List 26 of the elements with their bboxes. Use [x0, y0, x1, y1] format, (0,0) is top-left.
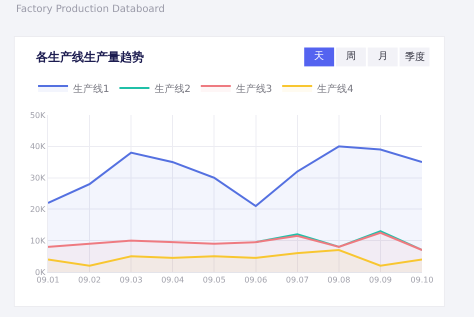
chart-subtitle: Factory Production Databoard — [16, 4, 165, 15]
legend-label: 生产线1 — [73, 82, 110, 95]
x-tick-label: 09.01 — [36, 276, 60, 285]
x-tick-label: 09.09 — [368, 276, 392, 285]
text: 周 — [346, 51, 356, 62]
x-tick-label: 09.07 — [286, 276, 309, 285]
x-tick-label: 09.06 — [244, 276, 268, 285]
y-tick-label: 10K — [30, 236, 46, 246]
x-tick-label: 09.05 — [202, 276, 226, 285]
y-tick-label: 30K — [30, 174, 46, 183]
text: 季度 — [405, 51, 425, 63]
y-tick-label: 20K — [30, 205, 46, 214]
legend-label: 生产线3 — [236, 82, 272, 95]
y-tick-label: 50K — [30, 110, 46, 120]
text: 天 — [314, 51, 324, 62]
x-tick-label: 09.03 — [120, 276, 143, 285]
text: 月 — [378, 51, 388, 62]
chart-title: 各生产线生产量趋势 — [35, 50, 144, 64]
x-tick-label: 09.08 — [327, 276, 350, 285]
legend-label: 生产线2 — [154, 82, 191, 95]
x-tick-label: 09.10 — [410, 276, 434, 285]
x-tick-label: 09.02 — [78, 276, 102, 285]
legend-label: 生产线4 — [317, 82, 354, 95]
y-tick-label: 40K — [30, 142, 46, 152]
y-tick-label: 0K — [35, 268, 46, 277]
x-tick-label: 09.04 — [161, 276, 184, 285]
